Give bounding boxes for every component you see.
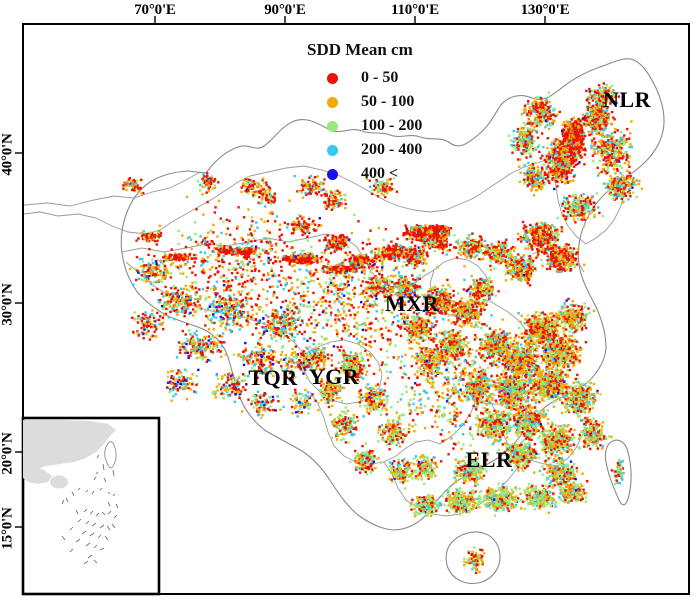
legend-item-200-400[interactable]: 200 - 400 [327, 138, 485, 162]
inset-hainan [50, 475, 68, 489]
axis-ticks [15, 16, 546, 528]
region-label-ygr: YGR [308, 364, 360, 389]
lat-label-15n: 15°0'N [0, 507, 16, 550]
inset-mainland-lower [23, 466, 52, 484]
legend-item-400-plus[interactable]: 400 < [327, 162, 485, 186]
legend-item-0-50[interactable]: 0 - 50 [327, 66, 485, 90]
region-label-elr: ELR [465, 447, 513, 472]
inset-mainland [23, 420, 116, 474]
legend-label-400-plus: 400 < [361, 165, 399, 182]
legend-label-100-200: 100 - 200 [361, 117, 423, 134]
map-legend: SDD Mean cm 0 - 50 50 - 100 100 - 200 20… [305, 40, 485, 186]
taiwan-island [604, 439, 632, 506]
legend-swatch-blue [327, 168, 338, 180]
lat-label-30n: 30°0'N [0, 283, 16, 326]
lat-label-40n: 40°0'N [0, 133, 16, 176]
legend-label-50-100: 50 - 100 [361, 93, 415, 110]
hainan-island [445, 531, 501, 585]
lon-label-90e: 90°0'E [264, 2, 306, 18]
inset-island-reefs [61, 454, 119, 565]
lat-label-20n: 20°0'N [0, 432, 16, 475]
legend-swatch-green [327, 120, 338, 132]
inset-taiwan [104, 441, 117, 469]
sdd-data-points [122, 82, 644, 575]
lon-label-110e: 110°0'E [391, 2, 439, 18]
legend-label-200-400: 200 - 400 [361, 141, 423, 158]
legend-title: SDD Mean cm [307, 40, 413, 59]
region-label-mxr: MXR [384, 291, 440, 316]
legend-swatch-orange [327, 96, 338, 108]
south-china-sea-inset [21, 416, 161, 596]
lon-label-70e: 70°0'E [134, 2, 176, 18]
region-label-nlr: NLR [603, 87, 651, 112]
legend-swatch-cyan [327, 144, 338, 156]
legend-swatch-red [327, 72, 338, 84]
legend-item-100-200[interactable]: 100 - 200 [327, 114, 485, 138]
china-national-boundary [120, 58, 665, 531]
lon-label-130e: 130°0'E [520, 2, 570, 18]
legend-label-0-50: 0 - 50 [361, 69, 399, 86]
legend-item-50-100[interactable]: 50 - 100 [327, 90, 485, 114]
region-label-tqr: TQR [248, 365, 298, 390]
